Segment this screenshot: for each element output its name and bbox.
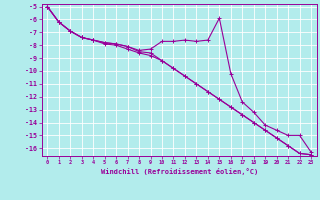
X-axis label: Windchill (Refroidissement éolien,°C): Windchill (Refroidissement éolien,°C) <box>100 168 258 175</box>
